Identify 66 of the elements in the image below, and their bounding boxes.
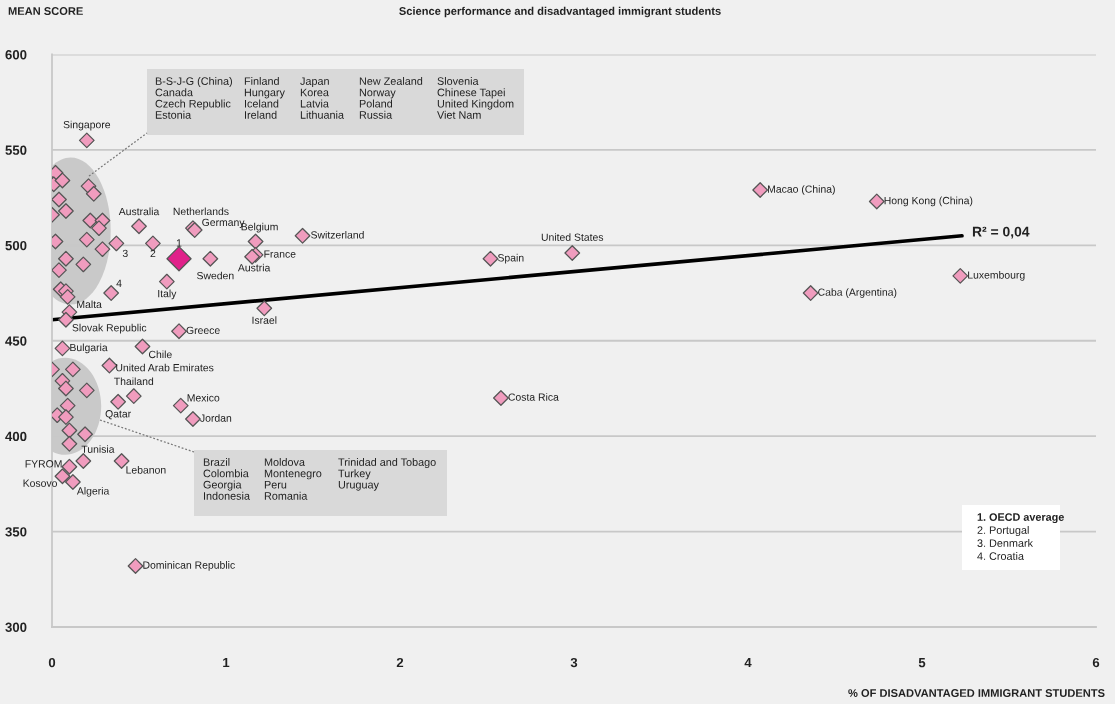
annotation: New Zealand Norway Poland Russia (359, 77, 423, 119)
annotation: Switzerland (311, 230, 364, 239)
x-tick-label: 3 (570, 657, 578, 668)
x-tick-label: 0 (48, 657, 56, 668)
annotation: 1. OECD average (977, 513, 1064, 524)
annotation: Bulgaria (70, 343, 108, 354)
annotation: Thailand (114, 377, 154, 386)
annotation: 1 (176, 239, 182, 247)
x-tick-label: 4 (744, 658, 752, 668)
annotation: 2 (150, 249, 156, 257)
y-axis-title: MEAN SCORE (8, 7, 83, 15)
x-tick-label: 1 (223, 658, 230, 668)
annotation: Mexico (187, 393, 220, 402)
annotation: Austria (237, 263, 271, 272)
annotation: Luxembourg (968, 271, 1025, 281)
annotation: Singapore (63, 120, 111, 131)
x-tick-label: 6 (1092, 657, 1100, 668)
annotation: Chile (149, 350, 172, 359)
annotation: 4 (116, 279, 122, 287)
annotation: Moldova Montenegro Peru Romania (264, 458, 322, 500)
annotation: Malta (77, 300, 102, 309)
annotation: 3. Denmark (977, 539, 1034, 547)
y-tick-label: 450 (5, 336, 27, 346)
annotation: Slovak Republic (72, 323, 147, 334)
annotation: Finland Hungary Iceland Ireland (244, 77, 285, 119)
annotation: France (264, 250, 296, 258)
annotation: Slovenia Chinese Tapei United Kingdom Viet Nam (437, 77, 514, 119)
x-tick-label: 2 (396, 657, 404, 668)
annotation: Algeria (76, 486, 110, 497)
annotation: FYROM (25, 460, 62, 468)
annotation: 2. Portugal (977, 526, 1029, 537)
annotation: Brazil Colombia Georgia Indonesia (203, 458, 250, 500)
annotation: 4. Croatia (977, 552, 1024, 560)
y-tick-label: 400 (5, 431, 27, 442)
annotation: Sweden (196, 271, 234, 280)
y-tick-label: 600 (5, 50, 27, 60)
annotation: Tunisia (81, 445, 115, 453)
annotation: Macao (China) (768, 185, 835, 195)
y-tick-label: 300 (5, 622, 27, 632)
chart-title: Science performance and disadvantaged immigrant students (399, 6, 721, 18)
annotation: Dominican Republic (143, 561, 235, 571)
x-axis-title: % OF DISADVANTAGED IMMIGRANT STUDENTS (848, 689, 1105, 697)
annotation: United States (541, 233, 604, 241)
annotation: Kosovo (23, 479, 57, 487)
annotation: 3 (122, 249, 128, 258)
annotation: Qatar (105, 410, 131, 420)
annotation: Jordan (200, 414, 232, 422)
annotation: Israel (252, 316, 277, 324)
y-tick-label: 350 (5, 527, 27, 537)
annotation: Spain (497, 253, 524, 264)
annotation: Trinidad and Tobago Turkey Uruguay (338, 458, 436, 491)
annotation: Caba (Argentina) (818, 288, 897, 298)
y-tick-label: 500 (5, 240, 27, 251)
annotation: Italy (158, 289, 177, 300)
annotation: United Arab Emirates (116, 363, 214, 372)
annotation: R² = 0,04 (972, 226, 1030, 239)
annotation: B-S-J-G (China) Canada Czech Republic Estonia (155, 77, 232, 119)
annotation: Lebanon (126, 465, 166, 474)
annotation: Japan Korea Latvia Lithuania (300, 77, 344, 119)
annotation: Australia (118, 207, 160, 216)
annotation: Netherlands (173, 207, 229, 216)
x-tick-label: 5 (918, 658, 926, 668)
y-tick-label: 550 (5, 145, 27, 155)
annotation: Greece (186, 326, 220, 334)
annotation: Hong Kong (China) (884, 196, 973, 207)
annotation: Costa Rica (508, 393, 559, 401)
